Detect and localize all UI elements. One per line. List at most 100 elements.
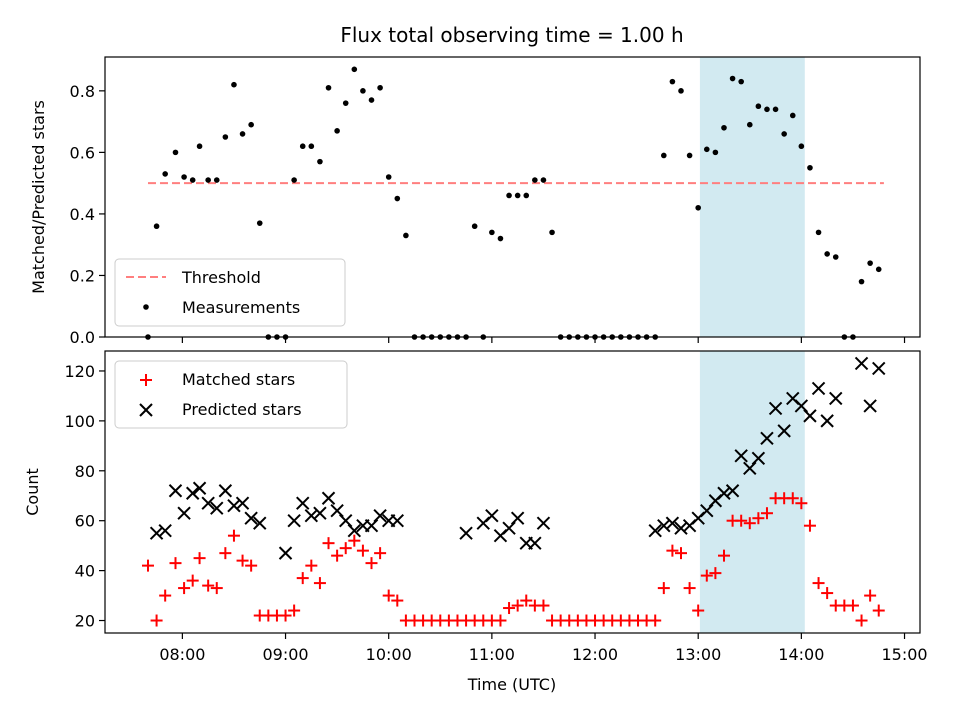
predicted-star-point xyxy=(296,496,310,510)
matched-star-point xyxy=(288,604,301,617)
predicted-star-point xyxy=(459,526,473,540)
y-tick-label: 80 xyxy=(75,462,95,481)
matched-star-point xyxy=(795,497,808,510)
predicted-star-point xyxy=(863,399,877,413)
matched-star-point xyxy=(178,582,191,595)
measurement-point xyxy=(497,235,504,242)
matched-star-point xyxy=(760,507,773,520)
measurement-point xyxy=(661,152,667,159)
predicted-star-point xyxy=(725,484,740,498)
matched-star-point xyxy=(855,614,868,627)
predicted-star-point xyxy=(820,414,834,428)
predicted-star-point xyxy=(760,431,774,446)
y-tick-label: 0.2 xyxy=(70,266,95,285)
measurement-point xyxy=(403,232,409,239)
matched-star-point xyxy=(365,557,378,570)
legend-matched-swatch xyxy=(140,374,152,386)
measurement-point xyxy=(695,204,701,211)
top-x-ticks xyxy=(181,337,906,343)
predicted-star-point xyxy=(218,484,233,498)
top-y-axis-label: Matched/Predicted stars xyxy=(29,100,48,294)
matched-star-point xyxy=(700,569,713,582)
matched-star-point xyxy=(821,587,834,600)
matched-star-point xyxy=(339,542,352,555)
matched-star-point xyxy=(210,582,223,595)
measurement-point xyxy=(755,103,762,110)
bottom-y-ticks: 20 40 60 80 100 120 xyxy=(64,362,105,631)
predicted-star-point xyxy=(244,511,258,525)
measurement-point xyxy=(360,88,366,94)
measurement-point xyxy=(721,124,727,131)
measurement-point xyxy=(205,177,211,183)
top-legend: Threshold Measurements xyxy=(114,258,346,327)
measurement-point xyxy=(807,164,813,171)
measurement-point xyxy=(351,66,358,73)
matched-star-point xyxy=(709,567,722,580)
measurement-point xyxy=(781,131,787,137)
matched-star-point xyxy=(356,544,369,557)
matched-star-point xyxy=(296,572,309,585)
predicted-star-point xyxy=(803,409,817,423)
predicted-star-point xyxy=(734,449,748,463)
x-tick-label: 15:00 xyxy=(881,645,927,664)
matched-star-point xyxy=(692,604,705,617)
predicted-star-point xyxy=(768,401,783,416)
measurement-point xyxy=(489,229,495,236)
predicted-star-point xyxy=(321,491,336,505)
legend-threshold-label: Threshold xyxy=(181,268,261,287)
legend-measurements-label: Measurements xyxy=(182,298,300,317)
measurement-point xyxy=(342,100,349,106)
matched-star-point xyxy=(374,547,387,560)
predicted-star-point xyxy=(665,516,680,530)
predicted-star-point xyxy=(185,486,200,500)
measurement-point xyxy=(832,254,839,260)
measurement-point xyxy=(867,260,873,266)
predicted-star-point xyxy=(278,546,293,560)
predicted-star-point xyxy=(287,513,301,528)
matched-star-point xyxy=(520,594,533,607)
matched-star-point xyxy=(846,599,859,612)
x-tick-label: 08:00 xyxy=(159,645,205,664)
measurement-point xyxy=(789,112,796,119)
matched-star-point xyxy=(245,559,258,572)
measurement-point xyxy=(798,143,805,150)
measurement-point xyxy=(686,152,693,159)
predicted-star-point xyxy=(149,526,164,540)
matched-star-point xyxy=(236,554,249,567)
matched-star-point xyxy=(786,492,799,505)
x-tick-label: 10:00 xyxy=(366,645,412,664)
predicted-star-point xyxy=(751,451,766,466)
predicted-star-point xyxy=(811,381,826,396)
matched-star-point xyxy=(382,589,395,602)
measurement-point xyxy=(222,134,229,140)
legend-predicted-label: Predicted stars xyxy=(182,400,302,419)
measurement-point xyxy=(385,174,392,180)
measurement-point xyxy=(703,146,710,153)
measurement-point xyxy=(678,88,684,94)
measurement-point xyxy=(334,128,340,134)
predicted-star-point xyxy=(648,523,662,538)
measurement-point xyxy=(506,192,512,199)
matched-star-point xyxy=(186,574,199,587)
matched-star-point xyxy=(219,547,232,560)
legend-predicted-swatch xyxy=(139,403,153,417)
measurement-point xyxy=(669,78,676,85)
x-tick-label: 14:00 xyxy=(778,645,824,664)
predicted-star-point xyxy=(528,536,542,550)
y-tick-label: 40 xyxy=(75,562,95,581)
measurement-point xyxy=(824,251,830,257)
matched-star-point xyxy=(864,589,877,602)
predicted-star-point xyxy=(657,518,671,533)
bottom-legend-box xyxy=(114,360,348,429)
measurement-point xyxy=(153,223,160,230)
matched-star-point xyxy=(159,589,172,602)
x-tick-label: 12:00 xyxy=(572,645,618,664)
predicted-star-point xyxy=(168,484,183,498)
legend-measurements-swatch xyxy=(143,304,149,310)
y-tick-label: 0.8 xyxy=(70,82,95,101)
bottom-legend: Matched stars Predicted stars xyxy=(114,360,348,429)
measurement-point xyxy=(248,121,254,128)
predicted-star-point xyxy=(777,424,791,438)
measurement-point xyxy=(308,143,315,150)
